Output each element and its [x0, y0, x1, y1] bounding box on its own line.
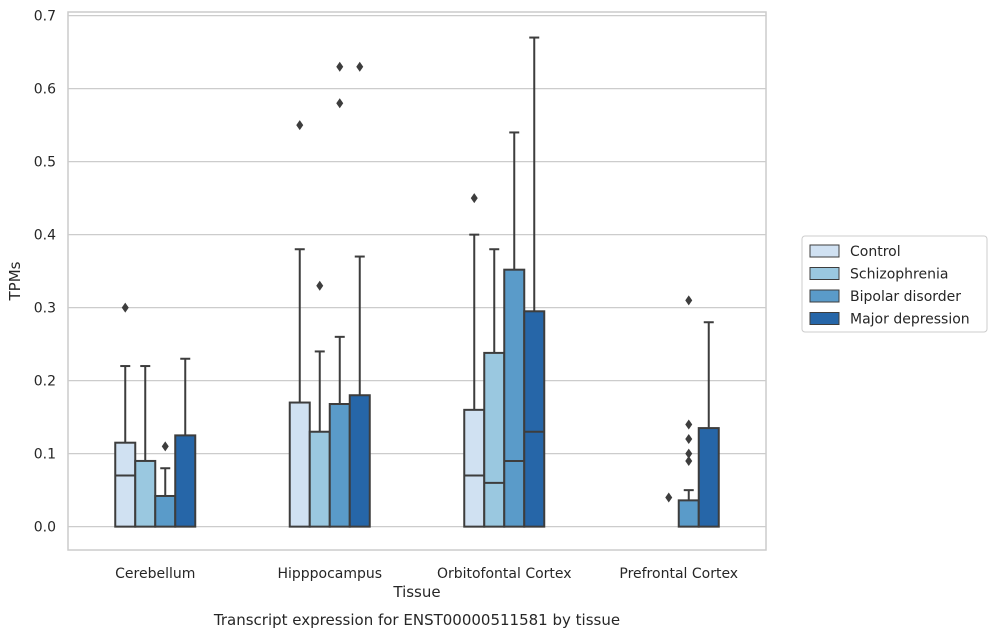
legend-frame [801, 235, 988, 333]
x-tick-label: Hipppocampus [277, 566, 382, 582]
box-body [288, 401, 311, 528]
y-tick-label: 0.3 [34, 301, 56, 317]
outlier-point [685, 455, 693, 466]
legend-label: Control [850, 244, 901, 260]
box-body [308, 430, 331, 528]
box [463, 193, 486, 528]
legend-label: Major depression [850, 312, 970, 328]
y-tick-label: 0.4 [34, 228, 56, 244]
box-body [174, 434, 197, 528]
boxes [114, 36, 720, 528]
legend-label: Schizophrenia [850, 267, 948, 283]
outlier-point [685, 295, 693, 306]
x-axis-title: Tissue [392, 583, 440, 601]
box [328, 61, 351, 528]
outlier-point [665, 492, 673, 503]
box [677, 295, 700, 528]
x-tick-label: Orbitofontal Cortex [437, 566, 572, 582]
chart-caption: Transcript expression for ENST0000051158… [213, 611, 620, 629]
outlier-point [336, 98, 344, 109]
box-body [348, 394, 371, 528]
outlier-point [685, 419, 693, 430]
legend-swatch [809, 312, 840, 325]
legend-items: Control Schizophrenia Bipolar disorder Majo… [809, 244, 970, 328]
box-body [523, 310, 546, 528]
box-body [483, 351, 506, 528]
box [483, 248, 506, 528]
legend-swatch [809, 267, 840, 280]
x-tick-labels: Cerebellum Hipppocampus Orbitofontal Corte… [115, 566, 738, 582]
gridlines [68, 15, 766, 528]
box [685, 448, 693, 466]
legend: Control Schizophrenia Bipolar disorder Majo… [801, 235, 988, 333]
box [114, 302, 137, 528]
outlier-point [356, 61, 364, 72]
outlier-point [316, 280, 324, 291]
box [523, 36, 546, 528]
outlier-point [685, 434, 693, 445]
outlier-point [121, 302, 129, 313]
box-body [328, 403, 351, 528]
box [134, 365, 157, 528]
box-body [154, 494, 177, 528]
y-tick-labels: 0.0 0.1 0.2 0.3 0.4 0.5 0.6 0.7 [34, 9, 56, 536]
x-tick-label: Cerebellum [115, 566, 195, 582]
legend-swatch [809, 244, 840, 258]
y-tick-label: 0.2 [34, 374, 56, 390]
y-axis-title: TPMs [6, 261, 24, 301]
y-tick-label: 0.6 [34, 82, 56, 98]
box [154, 441, 177, 528]
box-body [134, 459, 157, 528]
outlier-point [336, 61, 344, 72]
box [697, 321, 720, 528]
legend-swatch [809, 289, 840, 303]
box [665, 492, 673, 503]
box [503, 131, 526, 528]
y-tick-label: 0.0 [34, 520, 56, 536]
box-body [463, 408, 486, 528]
outlier-point [161, 441, 169, 452]
box-body [677, 499, 700, 528]
y-tick-label: 0.5 [34, 155, 56, 171]
y-tick-label: 0.1 [34, 447, 56, 463]
box-body [114, 441, 137, 528]
outlier-point [470, 193, 478, 204]
x-tick-label: Prefrontal Cortex [619, 566, 738, 582]
legend-label: Bipolar disorder [850, 289, 961, 305]
box-body [697, 427, 720, 528]
outlier-point [296, 120, 304, 131]
y-tick-label: 0.7 [34, 9, 56, 25]
box-body [503, 268, 526, 528]
box [308, 280, 331, 528]
box [174, 357, 197, 528]
outlier-point [685, 448, 693, 459]
box [348, 61, 371, 528]
box [288, 120, 311, 528]
plot-frame [67, 11, 767, 551]
